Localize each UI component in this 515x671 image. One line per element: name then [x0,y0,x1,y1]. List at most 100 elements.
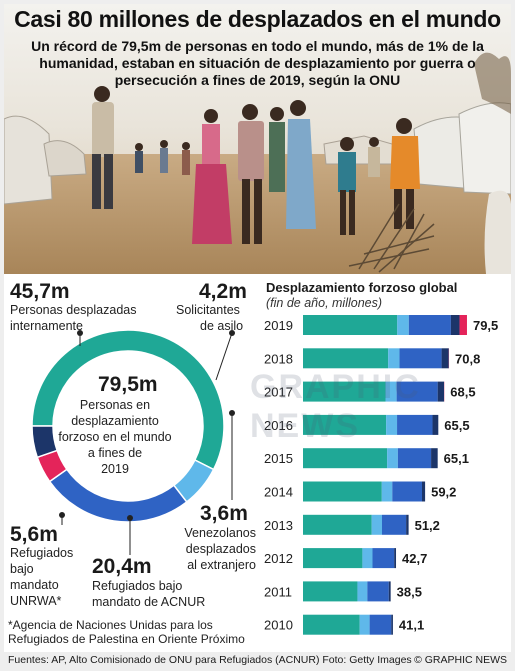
bar-2017-segment-1 [385,381,397,402]
venezuela-value: 3,6m [200,502,248,525]
donut-center-label-3: forzoso en el mundo [58,430,172,444]
acnur-label-2: mandato de ACNUR [92,595,206,609]
footnote: *Agencia de Naciones Unidas para los Ref… [8,618,258,646]
unrwa-leader-line-dot [59,512,65,518]
bar-2015-segment-3 [431,448,438,469]
year-label-bg [260,580,303,603]
bar-2014-segment-1 [381,481,393,502]
bar-2016-segment-3 [432,414,439,435]
year-label-2019: 2019 [264,318,293,333]
idp-leader-line-dot [77,330,83,336]
footnote-line-2: Refugiados de Palestina en Oriente Próxi… [8,632,245,646]
donut-center-label-4: a fines de [87,446,143,460]
bar-2012-segment-1 [362,548,373,569]
unrwa-value: 5,6m [10,523,58,546]
bar-2017-segment-2 [396,381,438,402]
acnur-label-1: Refugiados bajo [92,579,183,593]
donut-center-label-5: 2019 [101,462,129,476]
bar-value-2016: 65,5 [444,418,469,433]
refugee-camp-photo [4,4,511,274]
bar-2015-segment-2 [397,448,432,469]
bar-2018-segment-3 [441,348,449,369]
idp-value: 45,7m [10,280,70,303]
bar-value-2019: 79,5 [473,318,498,333]
bar-2019-segment-3 [450,315,460,335]
year-label-bg [260,613,303,636]
year-label-bg [260,480,303,503]
year-label-2011: 2011 [264,584,292,599]
unrwa-label-3: mandato [10,578,59,592]
year-label-bg [260,314,303,336]
bar-2015-segment-0 [303,448,388,469]
bar-2011-segment-0 [303,581,358,602]
bar-2018-segment-1 [388,348,400,369]
page-title: Casi 80 millones de desplazados en el mu… [14,6,501,32]
year-label-2010: 2010 [264,618,293,633]
bar-value-2015: 65,1 [444,451,469,466]
acnur-value: 20,4m [92,555,152,578]
bar-2013-segment-3 [406,514,409,535]
bar-2013-segment-1 [371,514,382,535]
bar-2014-segment-3 [422,481,426,502]
bar-2012-segment-3 [394,548,397,569]
asylum-leader-line-dot [229,330,235,336]
donut-center-value: 79,5m [98,373,158,396]
watermark: GRAPHIC NEWS [250,368,421,445]
bar-2017-segment-3 [437,381,445,402]
footer: Fuentes: AP, Alto Comisionado de ONU par… [4,652,511,669]
bar-value-2018: 70,8 [455,351,480,366]
bar-2019-segment-1 [397,315,409,335]
year-label-2015: 2015 [264,451,293,466]
year-label-bg [260,413,303,436]
unrwa-label-1: Refugiados [10,546,74,560]
asylum-label-1: Solicitantes [176,303,240,317]
bar-chart-title: Desplazamiento forzoso global [266,280,458,295]
year-label-2013: 2013 [264,518,293,533]
bar-2013-segment-0 [303,514,372,535]
footer-credit: © GRAPHIC NEWS [414,654,507,666]
venezuela-label-2: desplazados [185,542,256,556]
bar-2011-segment-1 [357,581,368,602]
bar-2016-segment-0 [303,414,387,435]
year-label-2017: 2017 [264,385,293,400]
bar-2010-segment-0 [303,614,360,635]
year-label-bg [260,513,303,536]
bar-value-2012: 42,7 [402,551,427,566]
year-label-bg [260,547,303,570]
bar-value-2014: 59,2 [431,485,456,500]
bar-chart-subtitle: (fin de año, millones) [266,296,383,310]
page-subtitle: Un récord de 79,5m de personas en todo e… [31,38,484,88]
bar-2019-segment-2 [408,315,451,335]
bar-2018-segment-2 [399,348,442,369]
footnote-line-1: *Agencia de Naciones Unidas para los [8,618,213,632]
bar-2010-segment-1 [359,614,370,635]
idp-label-2: internamente [10,319,83,333]
bar-2018-segment-0 [303,348,389,369]
donut-segment-idp [31,329,225,471]
asylum-leader-line [215,332,233,381]
bar-value-2013: 51,2 [415,518,440,533]
venezuela-leader-line-dot [229,410,235,416]
year-label-2018: 2018 [264,351,293,366]
idp-label-1: Personas desplazadas [10,303,137,317]
unrwa-label-4: UNRWA* [10,594,62,608]
year-label-bg [260,347,303,370]
bar-2012-segment-2 [372,548,395,569]
venezuela-label-3: al extranjero [187,558,256,572]
bar-2015-segment-1 [387,448,398,469]
bar-2019-segment-4 [459,315,467,335]
year-label-bg [260,447,303,470]
year-label-2016: 2016 [264,418,293,433]
bar-2011-segment-3 [388,581,391,602]
unrwa-label-2: bajo [10,562,34,576]
donut-center-label-2: desplazamiento [71,414,159,428]
footer-sources: Fuentes: AP, Alto Comisionado de ONU par… [8,654,412,666]
year-label-2012: 2012 [264,551,293,566]
year-label-bg [260,380,303,403]
asylum-value: 4,2m [199,280,247,303]
donut-center-label-1: Personas en [79,398,151,412]
bar-2014-segment-0 [303,481,382,502]
acnur-leader-line-dot [127,515,133,521]
bar-2011-segment-2 [367,581,389,602]
